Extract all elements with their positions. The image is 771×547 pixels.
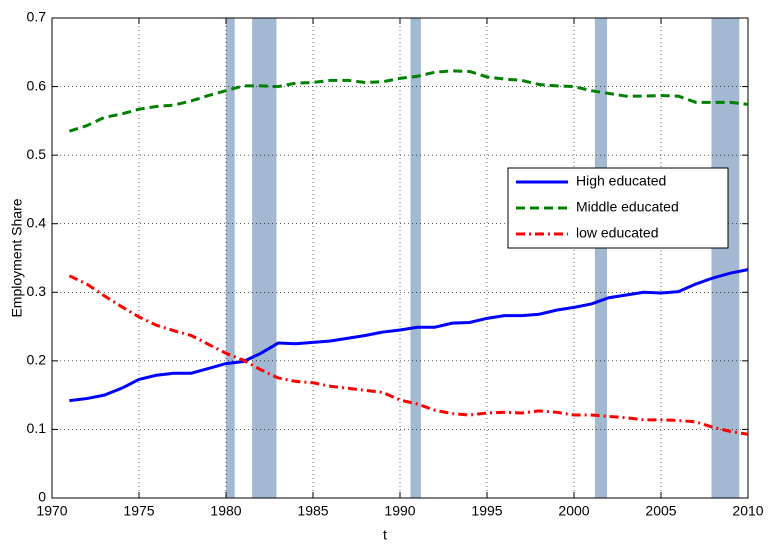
x-tick-label: 2010	[732, 503, 763, 519]
x-tick-label: 2005	[645, 503, 676, 519]
x-tick-label: 1975	[123, 503, 154, 519]
legend-label: low educated	[576, 225, 659, 241]
legend: High educated Middle educated low educated	[507, 167, 729, 249]
x-tick-label: 1990	[384, 503, 415, 519]
recession-band	[594, 18, 608, 498]
legend-label: Middle educated	[576, 199, 679, 215]
y-tick-label: 0	[38, 489, 46, 505]
y-axis-label: Employment Share	[9, 198, 25, 317]
y-tick-label: 0.7	[27, 9, 47, 25]
x-tick-label: 1970	[36, 503, 67, 519]
y-tick-label: 0.1	[27, 420, 47, 436]
x-tick-label: 2000	[558, 503, 589, 519]
y-tick-label: 0.3	[27, 283, 47, 299]
recession-band	[410, 18, 421, 498]
x-axis-label: t	[383, 527, 387, 543]
series-line	[69, 268, 749, 403]
legend-label: High educated	[576, 173, 666, 189]
x-tick-label: 1980	[210, 503, 241, 519]
x-tick-label: 1995	[471, 503, 502, 519]
plot-frame	[51, 17, 749, 499]
x-tick-label: 1985	[297, 503, 328, 519]
recession-band	[711, 18, 740, 498]
y-tick-label: 0.5	[27, 146, 47, 162]
series-line	[68, 69, 749, 133]
y-tick-label: 0.4	[27, 214, 47, 230]
recession-band	[226, 18, 235, 498]
y-tick-label: 0.6	[27, 77, 47, 93]
y-tick-label: 0.2	[27, 352, 47, 368]
series-line	[68, 274, 749, 436]
recession-band	[252, 18, 277, 498]
